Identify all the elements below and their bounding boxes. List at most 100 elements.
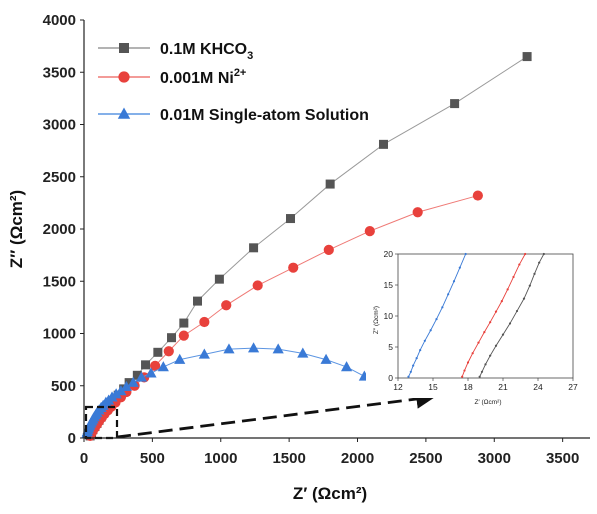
data-point-triangle-marker bbox=[127, 376, 139, 387]
inset-data-point bbox=[489, 354, 492, 357]
inset-series-group bbox=[407, 252, 467, 378]
data-point-square-marker bbox=[450, 99, 460, 109]
inset-y-tick-label: 20 bbox=[384, 249, 394, 259]
data-point-triangle-marker bbox=[247, 342, 260, 353]
inset-data-point bbox=[483, 331, 486, 334]
y-tick-label: 2500 bbox=[43, 169, 76, 186]
data-point-circle-marker bbox=[178, 330, 189, 341]
inset-x-tick-label: 18 bbox=[463, 382, 473, 392]
data-point-square-marker bbox=[214, 274, 224, 284]
data-point-square-marker bbox=[132, 370, 142, 380]
data-point-circle-marker bbox=[199, 316, 210, 328]
data-point-circle-marker bbox=[221, 300, 232, 311]
inset-y-tick-label: 0 bbox=[388, 373, 393, 383]
data-point-circle-marker bbox=[364, 225, 375, 237]
legend-label: 0.01M Single-atom Solution bbox=[160, 107, 369, 124]
data-point-triangle-marker bbox=[198, 348, 210, 359]
data-point-circle-marker bbox=[150, 360, 161, 371]
inset-data-point bbox=[480, 370, 484, 373]
inset-series-group bbox=[461, 252, 527, 378]
inset-data-point bbox=[466, 361, 470, 364]
zoom-arrow bbox=[116, 389, 436, 439]
inset-data-point bbox=[494, 344, 498, 347]
series-group bbox=[81, 342, 381, 439]
inset-data-point bbox=[464, 252, 467, 256]
legend-square-marker bbox=[119, 43, 129, 53]
data-point-square-marker bbox=[325, 179, 335, 189]
data-point-triangle-marker bbox=[135, 371, 148, 382]
data-point-circle-marker bbox=[323, 244, 334, 255]
inset-data-point bbox=[489, 321, 492, 324]
inset-data-point bbox=[447, 293, 450, 296]
inset-data-point bbox=[494, 310, 498, 313]
inset-data-point bbox=[528, 284, 531, 287]
y-tick-label: 3000 bbox=[43, 117, 76, 134]
inset-data-point bbox=[452, 280, 456, 283]
inset-data-point bbox=[412, 364, 415, 367]
data-point-circle-marker bbox=[412, 207, 423, 218]
data-point-triangle-marker bbox=[340, 361, 353, 372]
inset-x-tick-label: 21 bbox=[498, 382, 508, 392]
data-point-square-marker bbox=[378, 139, 388, 149]
main-y-axis-title: Z″ (Ωcm²) bbox=[7, 190, 26, 268]
y-tick-label: 4000 bbox=[43, 12, 76, 29]
x-tick-label: 3000 bbox=[478, 450, 511, 467]
data-point-triangle-marker bbox=[110, 388, 122, 399]
data-point-triangle-marker bbox=[120, 380, 132, 392]
data-point-triangle-marker bbox=[297, 347, 309, 358]
inset-data-point bbox=[441, 306, 444, 309]
inset-y-tick-label: 10 bbox=[384, 311, 394, 321]
inset-data-point bbox=[538, 261, 541, 264]
inset-data-point bbox=[463, 369, 466, 372]
inset-y-tick-label: 15 bbox=[384, 280, 394, 290]
data-point-square-marker bbox=[179, 318, 189, 328]
data-point-square-marker bbox=[193, 296, 203, 306]
x-tick-label: 1500 bbox=[272, 450, 305, 467]
inset-y-axis-title: Z″ (Ωcm²) bbox=[373, 306, 380, 334]
data-point-triangle-marker bbox=[174, 353, 186, 364]
data-point-triangle-marker bbox=[223, 343, 235, 354]
x-tick-label: 2000 bbox=[341, 450, 374, 467]
inset-data-point bbox=[477, 341, 480, 344]
legend-label: 0.001M Ni2+ bbox=[160, 67, 246, 87]
inset-data-point bbox=[419, 349, 422, 352]
inset-x-tick-label: 24 bbox=[533, 382, 543, 392]
y-tick-label: 500 bbox=[51, 378, 76, 395]
legend-circle-marker bbox=[118, 71, 130, 83]
data-point-triangle-marker bbox=[157, 361, 169, 372]
data-point-square-marker bbox=[124, 378, 134, 388]
legend-subscript: 3 bbox=[247, 50, 253, 62]
y-tick-label: 0 bbox=[68, 430, 76, 447]
data-point-triangle-marker bbox=[320, 353, 332, 364]
legend-superscript: 2+ bbox=[234, 67, 247, 79]
data-point-square-marker bbox=[522, 52, 532, 62]
inset-y-tick-label: 5 bbox=[388, 342, 393, 352]
data-point-circle-marker bbox=[472, 190, 483, 201]
inset-data-point bbox=[484, 363, 487, 366]
legend-triangle-marker bbox=[117, 107, 131, 119]
inset-data-point bbox=[501, 333, 505, 336]
inset-data-point bbox=[458, 266, 461, 269]
data-point-square-marker bbox=[167, 333, 177, 343]
x-tick-label: 2500 bbox=[409, 450, 442, 467]
y-tick-label: 2000 bbox=[43, 221, 76, 238]
data-point-square-marker bbox=[249, 243, 259, 253]
y-tick-label: 3500 bbox=[43, 64, 76, 81]
inset-x-tick-label: 27 bbox=[568, 382, 578, 392]
inset-data-point bbox=[533, 272, 536, 275]
data-point-square-marker bbox=[286, 214, 296, 224]
inset-data-point bbox=[461, 375, 464, 378]
inset-data-point bbox=[471, 352, 474, 355]
inset-background bbox=[366, 248, 593, 398]
inset-data-point bbox=[524, 252, 527, 256]
inset-data-point bbox=[415, 357, 418, 360]
legend-label: 0.1M KHCO3 bbox=[160, 41, 253, 62]
data-point-triangle-marker bbox=[272, 343, 284, 354]
inset-data-point bbox=[542, 252, 545, 256]
inset-data-point bbox=[500, 300, 503, 303]
inset-data-point bbox=[435, 318, 438, 321]
y-tick-label: 1000 bbox=[43, 326, 76, 343]
inset-chart: 12 15 18 21 24 27 0 5 10 15 20 Z′ (Ωcm²) Z″ (Ωcm²… bbox=[366, 248, 593, 406]
data-point-triangle-marker bbox=[115, 385, 127, 396]
